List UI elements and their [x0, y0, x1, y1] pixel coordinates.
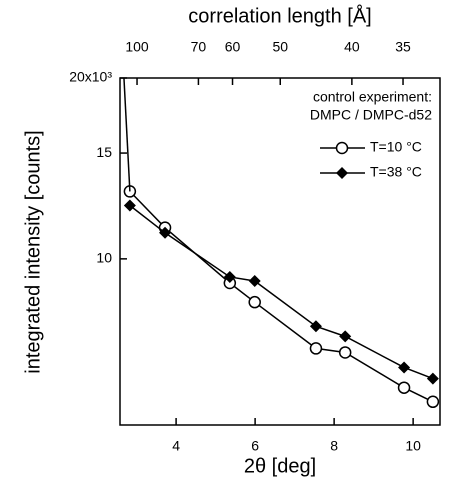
x-tick-label: 10 — [405, 438, 421, 454]
data-point — [248, 274, 261, 287]
data-point — [426, 372, 439, 385]
legend-marker — [336, 167, 348, 179]
data-point — [339, 330, 352, 343]
y-axis-title: integrated intensity [counts] — [22, 130, 44, 373]
x2-tick-label: 35 — [395, 39, 411, 55]
x2-tick-label: 50 — [272, 39, 288, 55]
x2-tick-label: 70 — [191, 39, 207, 55]
data-point — [398, 361, 411, 374]
x-tick-label: 4 — [172, 438, 180, 454]
legend-title: DMPC / DMPC-d52 — [310, 107, 432, 123]
x-tick-label: 8 — [330, 438, 338, 454]
data-point — [309, 320, 322, 333]
data-point — [426, 395, 440, 409]
legend-label: T=10 °C — [370, 139, 422, 155]
x-axis-title: 2θ [deg] — [244, 455, 316, 477]
legend-label: T=38 °C — [370, 164, 422, 180]
data-point — [159, 226, 172, 239]
data-point — [309, 342, 323, 355]
x2-tick-label: 100 — [125, 39, 149, 55]
top-axis-title: correlation length [Å] — [188, 4, 371, 27]
data-point — [248, 295, 261, 309]
plot-frame — [119, 77, 441, 426]
x2-tick-label: 60 — [225, 39, 241, 55]
y-tick-label: 20x10³ — [69, 69, 112, 85]
legend-marker — [335, 141, 349, 155]
x-tick-label: 6 — [251, 438, 259, 454]
series-line — [129, 190, 434, 403]
legend-title: control experiment: — [313, 89, 432, 105]
data-point — [223, 270, 236, 283]
y-tick-label: 10 — [96, 250, 112, 266]
series-line — [123, 77, 131, 192]
series-line — [129, 204, 434, 380]
data-point — [123, 199, 136, 212]
x2-tick-label: 40 — [344, 39, 360, 55]
data-point — [338, 346, 352, 359]
data-point — [397, 381, 411, 394]
y-tick-label: 15 — [96, 144, 112, 160]
